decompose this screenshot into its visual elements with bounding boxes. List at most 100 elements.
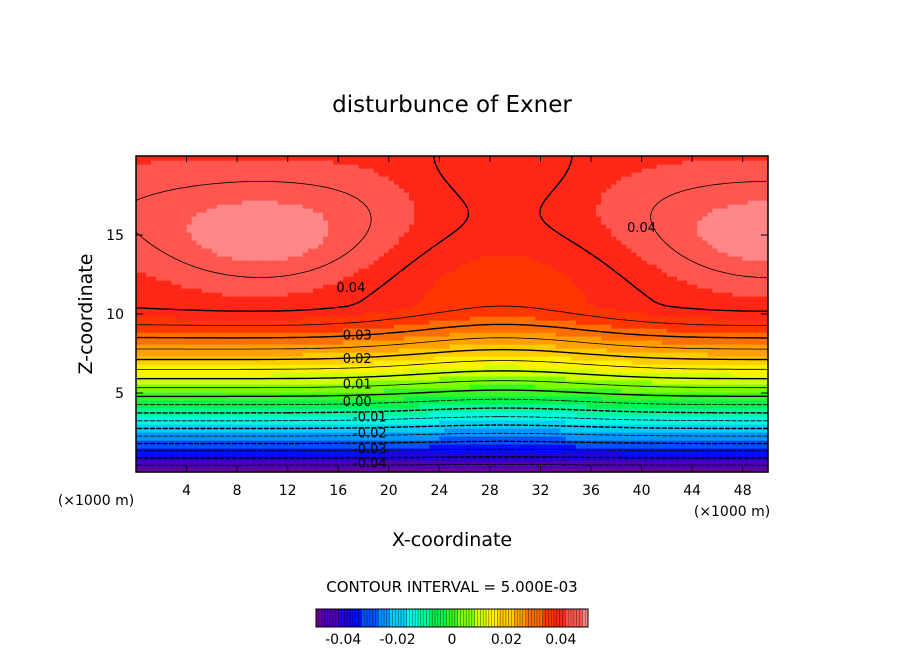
field-cell [419,284,425,289]
field-cell [297,408,304,413]
field-cell [419,164,425,169]
field-cell [393,420,400,425]
field-cell [171,212,178,217]
field-cell [419,420,425,425]
field-cell [242,292,248,297]
field-cell [141,404,147,409]
field-cell [328,336,334,341]
field-cell [297,264,304,269]
field-cell [373,220,380,225]
field-cell [227,324,233,329]
field-cell [328,308,334,313]
field-cell [257,412,263,417]
field-cell [272,272,279,277]
field-cell [156,156,162,161]
field-cell [414,236,420,241]
field-cell [196,360,203,365]
field-cell [429,372,435,377]
field-cell [146,384,152,389]
field-cell [282,452,289,457]
field-cell [338,396,344,401]
field-cell [328,236,334,241]
field-cell [282,260,289,265]
field-cell [292,264,299,269]
field-cell [403,276,410,281]
field-cell [272,208,279,213]
field-cell [252,368,258,373]
field-cell [414,360,420,365]
field-cell [161,424,167,429]
field-cell [323,276,329,281]
field-cell [338,224,344,229]
field-cell [373,352,380,357]
field-cell [151,176,157,181]
field-cell [232,312,238,317]
field-cell [146,344,152,349]
field-cell [277,432,284,437]
field-cell [292,252,299,257]
field-cell [449,232,456,237]
field-cell [267,220,274,225]
field-cell [429,204,435,209]
field-cell [343,180,349,185]
field-cell [247,388,253,393]
field-cell [252,388,258,393]
field-cell [398,364,405,369]
field-cell [449,428,456,433]
field-cell [242,468,248,473]
field-cell [307,156,314,161]
field-cell [196,184,203,189]
field-cell [277,272,284,277]
field-cell [191,412,198,417]
field-cell [398,452,405,457]
field-cell [398,176,405,181]
field-cell [358,276,365,281]
field-cell [161,156,167,161]
field-cell [161,172,167,177]
field-cell [393,468,400,473]
field-cell [252,264,258,269]
field-cell [318,360,324,365]
field-cell [343,420,349,425]
field-cell [444,420,451,425]
field-cell [237,196,243,201]
field-cell [409,216,415,221]
field-cell [393,224,400,229]
field-cell [166,228,172,233]
field-cell [242,216,248,221]
field-cell [302,228,309,233]
field-cell [262,164,269,169]
field-cell [232,176,238,181]
field-cell [156,164,162,169]
field-cell [297,456,304,461]
field-cell [393,456,400,461]
field-cell [373,316,380,321]
field-cell [403,248,410,253]
field-cell [136,176,142,181]
field-cell [206,400,213,405]
field-cell [156,256,162,261]
field-cell [216,184,223,189]
field-cell [257,444,263,449]
field-cell [287,428,294,433]
field-cell [221,384,228,389]
field-cell [429,324,435,329]
field-cell [227,292,233,297]
field-cell [358,288,365,293]
field-cell [191,356,198,361]
field-cell [307,432,314,437]
field-cell [237,468,243,473]
field-cell [186,392,193,397]
field-cell [333,252,339,257]
field-cell [292,432,299,437]
field-cell [378,296,385,301]
field-cell [136,356,142,361]
field-cell [358,360,365,365]
field-cell [348,272,355,277]
field-cell [424,240,430,245]
field-cell [277,160,284,165]
field-cell [343,468,349,473]
field-cell [302,240,309,245]
field-cell [388,388,395,393]
field-cell [237,396,243,401]
